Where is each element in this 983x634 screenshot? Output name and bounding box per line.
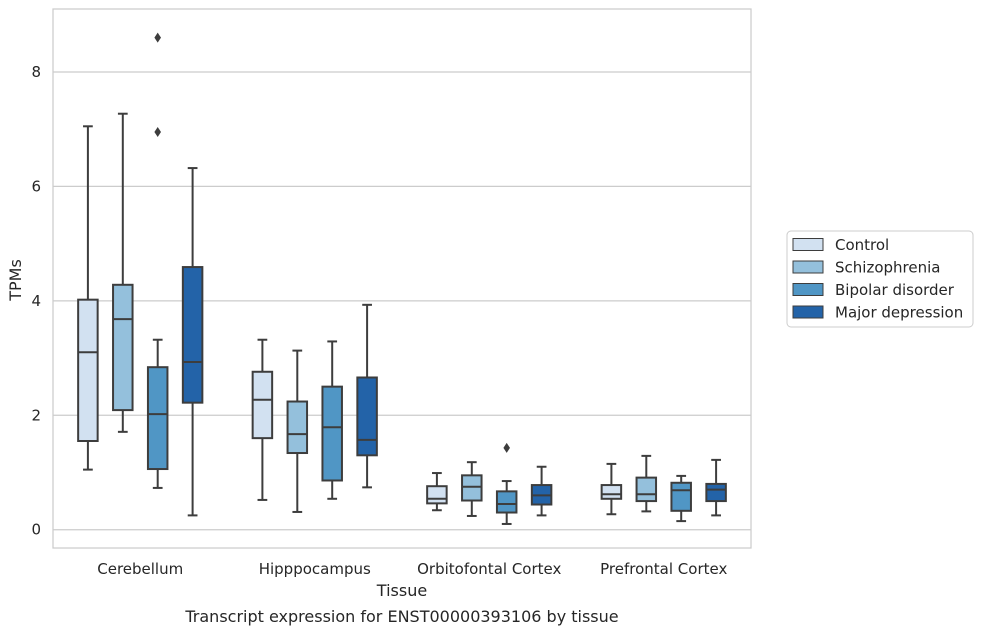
y-axis-ticks: 0 2 4 6 8: [31, 63, 41, 539]
box: [600, 462, 623, 516]
box: [286, 349, 309, 513]
x-tick-label: Orbitofontal Cortex: [417, 560, 561, 578]
chart-caption: Transcript expression for ENST0000039310…: [184, 607, 618, 626]
y-axis-label: TPMs: [6, 259, 25, 302]
box: [112, 112, 134, 433]
box-iqr: [321, 385, 343, 482]
y-tick-label: 0: [31, 521, 41, 539]
series-control: [77, 125, 623, 516]
outlier-point: [154, 32, 161, 43]
y-tick-label: 4: [31, 292, 41, 310]
x-tick-label: Hipppocampus: [259, 560, 371, 578]
y-tick-label: 6: [31, 177, 41, 195]
series-schizophrenia: [112, 112, 658, 517]
box: [251, 338, 274, 501]
box: [146, 32, 169, 489]
box-iqr: [251, 370, 274, 440]
box: [495, 442, 518, 525]
outlier-point: [154, 127, 161, 138]
box-iqr: [426, 485, 448, 505]
gridlines: [53, 71, 751, 531]
box-iqr: [112, 283, 134, 412]
box-iqr: [635, 476, 658, 503]
y-tick-label: 2: [31, 406, 41, 424]
x-tick-label: Cerebellum: [97, 560, 183, 578]
legend-swatch: [792, 305, 824, 319]
legend-item: Control: [792, 236, 889, 254]
box: [461, 461, 483, 517]
legend-label: Schizophrenia: [835, 259, 940, 277]
legend-item: Schizophrenia: [792, 259, 940, 277]
box-iqr: [286, 400, 309, 455]
box: [356, 303, 378, 489]
box-iqr: [146, 366, 169, 471]
box-iqr: [600, 484, 623, 500]
outlier-point: [503, 442, 510, 453]
legend-label: Bipolar disorder: [835, 281, 955, 299]
legend-item: Major depression: [792, 304, 963, 322]
legend: Control Schizophrenia Bipolar disorder Majo…: [786, 230, 974, 328]
box-iqr: [356, 376, 378, 457]
legend-swatch: [792, 260, 824, 274]
x-tick-label: Prefrontal Cortex: [600, 560, 727, 578]
series-bipolar-disorder: [146, 32, 692, 525]
legend-swatch: [792, 238, 824, 251]
y-tick-label: 8: [31, 63, 41, 81]
legend-label: Major depression: [835, 304, 963, 322]
legend-swatch: [792, 283, 824, 296]
plot-area-frame: [52, 8, 752, 549]
box: [181, 167, 204, 517]
box: [635, 454, 658, 513]
box-iqr: [705, 482, 727, 503]
x-axis-label: Tissue: [376, 581, 427, 600]
box: [321, 340, 343, 500]
legend-frame: [786, 230, 974, 328]
box: [426, 472, 448, 512]
box-iqr: [461, 474, 483, 502]
box-iqr: [181, 266, 204, 404]
box: [670, 474, 692, 523]
legend-label: Control: [835, 236, 889, 254]
box: [530, 465, 553, 517]
series-major-depression: [181, 167, 727, 517]
box: [77, 125, 99, 471]
box-series: [77, 32, 727, 525]
box-iqr: [77, 298, 99, 443]
legend-item: Bipolar disorder: [792, 281, 955, 299]
box-iqr: [670, 481, 692, 512]
box: [705, 458, 727, 517]
x-axis-ticks: Cerebellum Hipppocampus Orbitofontal Corte…: [97, 560, 727, 578]
box-iqr: [495, 490, 518, 514]
